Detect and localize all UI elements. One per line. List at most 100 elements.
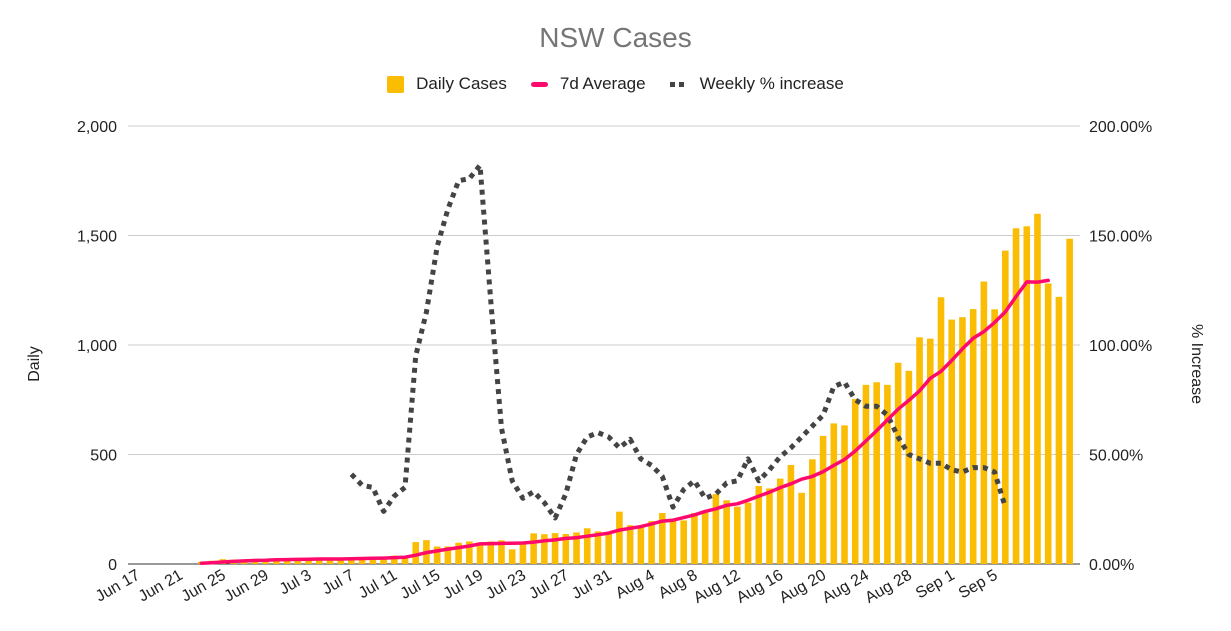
bar-daily-cases bbox=[444, 546, 452, 564]
bar-daily-cases bbox=[787, 465, 795, 564]
bar-daily-cases bbox=[937, 297, 945, 564]
legend-swatch-line bbox=[530, 81, 548, 87]
bar-daily-cases bbox=[240, 561, 248, 564]
x-tick-label: Jul 7 bbox=[320, 567, 358, 599]
line-7d-average bbox=[199, 278, 1050, 566]
x-tick-label: Aug 24 bbox=[820, 567, 873, 607]
legend-label: Daily Cases bbox=[416, 74, 507, 93]
bar-daily-cases bbox=[851, 399, 859, 564]
bar-daily-cases bbox=[980, 281, 988, 564]
bar-daily-cases bbox=[1044, 283, 1052, 564]
x-tick-label: Sep 1 bbox=[913, 567, 958, 603]
bar-daily-cases bbox=[809, 459, 816, 564]
y-right-tick-label: 50.00% bbox=[1089, 448, 1143, 465]
bar-daily-cases bbox=[991, 309, 998, 564]
x-tick-label: Jun 21 bbox=[136, 567, 186, 606]
bar-daily-cases bbox=[766, 488, 773, 564]
x-tick-label: Aug 4 bbox=[613, 567, 658, 603]
bar-daily-cases bbox=[723, 500, 730, 564]
bar-daily-cases bbox=[487, 541, 495, 564]
bar-daily-cases bbox=[841, 425, 848, 564]
bar-daily-cases bbox=[969, 309, 977, 564]
bar-daily-cases bbox=[959, 317, 966, 564]
bar-daily-cases bbox=[498, 540, 505, 564]
bar-daily-cases bbox=[712, 494, 720, 564]
bar-daily-cases bbox=[433, 546, 441, 564]
bar-daily-cases bbox=[862, 384, 870, 564]
bar-daily-cases bbox=[551, 533, 559, 564]
x-tick-label: Jun 29 bbox=[222, 567, 272, 606]
bar-daily-cases bbox=[648, 521, 655, 564]
legend-item-7d-average[interactable]: 7d Average bbox=[530, 74, 646, 94]
bar-daily-cases bbox=[734, 506, 741, 564]
y-axis-right-label: % Increase bbox=[1188, 323, 1205, 405]
line-series bbox=[199, 162, 1050, 566]
bar-daily-cases bbox=[326, 559, 334, 564]
x-tick-label: Aug 20 bbox=[777, 567, 830, 607]
line-weekly-increase bbox=[349, 162, 1008, 521]
legend-swatch-dotted bbox=[669, 81, 688, 87]
bar-daily-cases bbox=[541, 534, 548, 564]
x-tick-label: Jul 3 bbox=[277, 567, 315, 599]
bar-daily-cases bbox=[401, 556, 409, 564]
x-tick-label: Jul 19 bbox=[441, 567, 487, 603]
y-axis-right-ticks: 0.00% 50.00% 100.00% 150.00% 200.00% bbox=[1089, 119, 1152, 574]
y-right-tick-label: 0.00% bbox=[1089, 557, 1134, 574]
bar-daily-cases bbox=[776, 478, 784, 564]
bar-daily-cases bbox=[926, 338, 934, 564]
bar-daily-cases bbox=[755, 486, 763, 564]
x-tick-label: Sep 5 bbox=[956, 567, 1001, 603]
chart-title: NSW Cases bbox=[539, 22, 692, 53]
bar-daily-cases bbox=[798, 492, 805, 564]
bar-daily-cases bbox=[348, 557, 355, 564]
x-tick-label: Jul 11 bbox=[356, 567, 401, 603]
bar-daily-cases bbox=[626, 525, 634, 564]
bar-daily-cases bbox=[508, 549, 516, 564]
bar-daily-cases bbox=[1023, 226, 1031, 564]
bar-daily-cases bbox=[1055, 296, 1063, 564]
bar-daily-cases bbox=[873, 382, 880, 564]
x-tick-label: Jun 25 bbox=[179, 567, 229, 606]
legend-swatch-bar bbox=[387, 75, 405, 93]
bar-daily-cases bbox=[358, 558, 366, 564]
y-tick-label: 0 bbox=[108, 557, 117, 574]
legend-label: Weekly % increase bbox=[699, 74, 844, 93]
bar-daily-cases bbox=[605, 532, 612, 564]
legend-item-daily-cases[interactable]: Daily Cases bbox=[387, 74, 507, 94]
x-tick-label: Jul 27 bbox=[526, 567, 572, 603]
bar-daily-cases bbox=[530, 533, 537, 564]
x-tick-label: Jul 23 bbox=[483, 567, 529, 603]
x-tick-label: Aug 12 bbox=[691, 567, 744, 607]
bar-daily-cases bbox=[658, 512, 666, 564]
bar-daily-cases bbox=[948, 319, 956, 564]
gridlines bbox=[128, 125, 1080, 565]
bar-daily-cases bbox=[466, 541, 473, 564]
bar-daily-cases bbox=[390, 555, 398, 564]
bar-daily-cases bbox=[1002, 250, 1009, 564]
y-tick-label: 500 bbox=[90, 448, 117, 465]
bar-daily-cases bbox=[1066, 238, 1073, 564]
bar-daily-cases bbox=[294, 559, 302, 564]
y-right-tick-label: 100.00% bbox=[1089, 338, 1152, 355]
bar-daily-cases bbox=[884, 384, 891, 564]
bar-daily-cases bbox=[380, 558, 387, 564]
bar-daily-cases bbox=[476, 542, 484, 564]
bar-daily-cases bbox=[744, 502, 752, 564]
bar-daily-cases bbox=[337, 559, 344, 564]
x-tick-label: Jun 17 bbox=[93, 567, 143, 606]
y-tick-label: 1,000 bbox=[77, 338, 117, 355]
x-tick-label: Aug 16 bbox=[734, 567, 787, 607]
legend-item-weekly-increase[interactable]: Weekly % increase bbox=[669, 74, 844, 94]
x-tick-label: Aug 28 bbox=[862, 567, 915, 607]
bar-daily-cases bbox=[905, 370, 913, 564]
bar-daily-cases bbox=[1034, 213, 1041, 564]
bar-daily-cases bbox=[594, 531, 602, 564]
legend: Daily Cases 7d Average Weekly % increase bbox=[0, 74, 1231, 94]
bar-daily-cases bbox=[412, 542, 420, 564]
bar-daily-cases bbox=[830, 423, 838, 564]
bar-daily-cases bbox=[562, 533, 570, 564]
bar-daily-cases bbox=[637, 526, 645, 564]
bar-daily-cases bbox=[701, 512, 709, 564]
